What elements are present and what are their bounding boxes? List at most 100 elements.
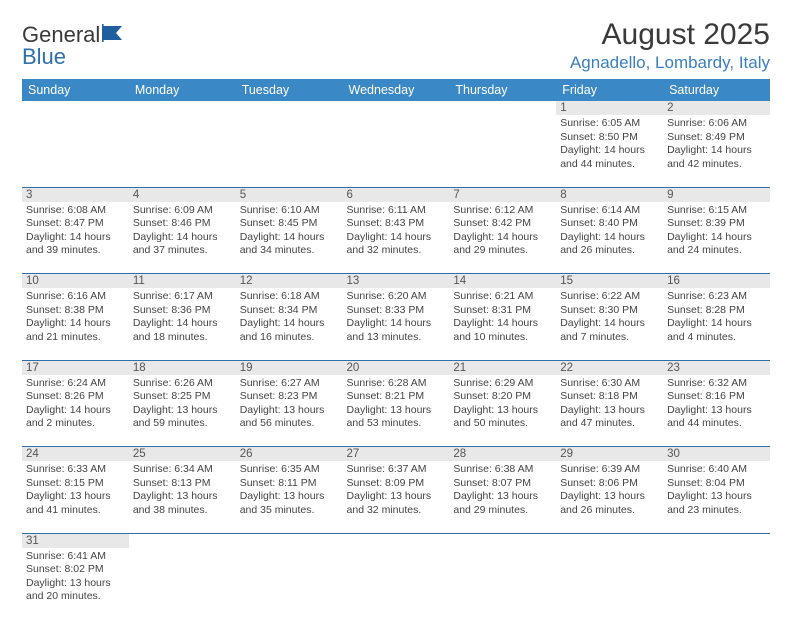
day-number-cell: 21 [449, 360, 556, 375]
day-number-cell [129, 533, 236, 548]
day-details: Sunrise: 6:22 AMSunset: 8:30 PMDaylight:… [560, 290, 659, 345]
day-number-row: 10111213141516 [22, 274, 770, 289]
day-details: Sunrise: 6:12 AMSunset: 8:42 PMDaylight:… [453, 204, 552, 259]
day-number-cell: 19 [236, 360, 343, 375]
calendar-week-row: Sunrise: 6:16 AMSunset: 8:38 PMDaylight:… [22, 288, 770, 360]
day-number-cell [663, 533, 770, 548]
day-details: Sunrise: 6:06 AMSunset: 8:49 PMDaylight:… [667, 117, 766, 172]
calendar-day-cell [236, 548, 343, 620]
calendar-day-cell [22, 115, 129, 187]
day-details: Sunrise: 6:08 AMSunset: 8:47 PMDaylight:… [26, 204, 125, 259]
calendar-day-cell: Sunrise: 6:11 AMSunset: 8:43 PMDaylight:… [343, 202, 450, 274]
day-number-row: 17181920212223 [22, 360, 770, 375]
calendar-day-cell [236, 115, 343, 187]
day-number-cell: 27 [343, 447, 450, 462]
weekday-header: Thursday [449, 79, 556, 101]
day-number-row: 12 [22, 101, 770, 115]
brand-logo: General Blue [22, 24, 124, 68]
calendar-day-cell: Sunrise: 6:17 AMSunset: 8:36 PMDaylight:… [129, 288, 236, 360]
day-details: Sunrise: 6:37 AMSunset: 8:09 PMDaylight:… [347, 463, 446, 518]
day-details: Sunrise: 6:27 AMSunset: 8:23 PMDaylight:… [240, 377, 339, 432]
calendar-day-cell: Sunrise: 6:09 AMSunset: 8:46 PMDaylight:… [129, 202, 236, 274]
day-number-cell: 20 [343, 360, 450, 375]
day-number-cell: 29 [556, 447, 663, 462]
calendar-day-cell: Sunrise: 6:30 AMSunset: 8:18 PMDaylight:… [556, 375, 663, 447]
calendar-day-cell: Sunrise: 6:20 AMSunset: 8:33 PMDaylight:… [343, 288, 450, 360]
calendar-day-cell: Sunrise: 6:23 AMSunset: 8:28 PMDaylight:… [663, 288, 770, 360]
calendar-day-cell: Sunrise: 6:24 AMSunset: 8:26 PMDaylight:… [22, 375, 129, 447]
day-details: Sunrise: 6:40 AMSunset: 8:04 PMDaylight:… [667, 463, 766, 518]
day-number-cell [129, 101, 236, 115]
calendar-day-cell [343, 548, 450, 620]
calendar-day-cell: Sunrise: 6:15 AMSunset: 8:39 PMDaylight:… [663, 202, 770, 274]
day-details: Sunrise: 6:11 AMSunset: 8:43 PMDaylight:… [347, 204, 446, 259]
day-number-cell [449, 533, 556, 548]
weekday-header: Saturday [663, 79, 770, 101]
day-details: Sunrise: 6:26 AMSunset: 8:25 PMDaylight:… [133, 377, 232, 432]
day-number-cell: 7 [449, 187, 556, 202]
day-number-cell: 23 [663, 360, 770, 375]
location-subtitle: Agnadello, Lombardy, Italy [570, 53, 770, 73]
day-number-cell: 26 [236, 447, 343, 462]
day-number-cell [449, 101, 556, 115]
calendar-day-cell [556, 548, 663, 620]
calendar-day-cell: Sunrise: 6:08 AMSunset: 8:47 PMDaylight:… [22, 202, 129, 274]
day-number-cell: 3 [22, 187, 129, 202]
day-number-cell: 22 [556, 360, 663, 375]
calendar-day-cell: Sunrise: 6:26 AMSunset: 8:25 PMDaylight:… [129, 375, 236, 447]
calendar-day-cell: Sunrise: 6:05 AMSunset: 8:50 PMDaylight:… [556, 115, 663, 187]
calendar-day-cell: Sunrise: 6:37 AMSunset: 8:09 PMDaylight:… [343, 461, 450, 533]
day-number-row: 31 [22, 533, 770, 548]
calendar-day-cell: Sunrise: 6:35 AMSunset: 8:11 PMDaylight:… [236, 461, 343, 533]
day-number-cell [22, 101, 129, 115]
calendar-week-row: Sunrise: 6:24 AMSunset: 8:26 PMDaylight:… [22, 375, 770, 447]
calendar-day-cell [129, 548, 236, 620]
day-number-cell: 25 [129, 447, 236, 462]
day-details: Sunrise: 6:10 AMSunset: 8:45 PMDaylight:… [240, 204, 339, 259]
day-number-cell: 14 [449, 274, 556, 289]
day-details: Sunrise: 6:05 AMSunset: 8:50 PMDaylight:… [560, 117, 659, 172]
day-details: Sunrise: 6:29 AMSunset: 8:20 PMDaylight:… [453, 377, 552, 432]
day-number-cell: 24 [22, 447, 129, 462]
calendar-day-cell [343, 115, 450, 187]
day-number-cell: 18 [129, 360, 236, 375]
day-details: Sunrise: 6:41 AMSunset: 8:02 PMDaylight:… [26, 550, 125, 605]
day-details: Sunrise: 6:18 AMSunset: 8:34 PMDaylight:… [240, 290, 339, 345]
day-number-cell: 10 [22, 274, 129, 289]
calendar-day-cell [449, 548, 556, 620]
day-number-cell: 12 [236, 274, 343, 289]
day-details: Sunrise: 6:39 AMSunset: 8:06 PMDaylight:… [560, 463, 659, 518]
day-details: Sunrise: 6:38 AMSunset: 8:07 PMDaylight:… [453, 463, 552, 518]
day-number-cell: 5 [236, 187, 343, 202]
day-details: Sunrise: 6:20 AMSunset: 8:33 PMDaylight:… [347, 290, 446, 345]
day-number-row: 24252627282930 [22, 447, 770, 462]
calendar-week-row: Sunrise: 6:41 AMSunset: 8:02 PMDaylight:… [22, 548, 770, 620]
day-details: Sunrise: 6:16 AMSunset: 8:38 PMDaylight:… [26, 290, 125, 345]
day-number-cell: 30 [663, 447, 770, 462]
calendar-day-cell: Sunrise: 6:10 AMSunset: 8:45 PMDaylight:… [236, 202, 343, 274]
weekday-header: Tuesday [236, 79, 343, 101]
day-number-cell: 2 [663, 101, 770, 115]
calendar-day-cell: Sunrise: 6:29 AMSunset: 8:20 PMDaylight:… [449, 375, 556, 447]
calendar-day-cell: Sunrise: 6:39 AMSunset: 8:06 PMDaylight:… [556, 461, 663, 533]
day-details: Sunrise: 6:23 AMSunset: 8:28 PMDaylight:… [667, 290, 766, 345]
day-number-cell: 11 [129, 274, 236, 289]
day-details: Sunrise: 6:30 AMSunset: 8:18 PMDaylight:… [560, 377, 659, 432]
weekday-header: Monday [129, 79, 236, 101]
day-details: Sunrise: 6:35 AMSunset: 8:11 PMDaylight:… [240, 463, 339, 518]
day-number-row: 3456789 [22, 187, 770, 202]
weekday-header: Sunday [22, 79, 129, 101]
day-number-cell [343, 101, 450, 115]
day-number-cell: 8 [556, 187, 663, 202]
weekday-header: Friday [556, 79, 663, 101]
day-number-cell: 17 [22, 360, 129, 375]
calendar-day-cell [129, 115, 236, 187]
day-number-cell: 15 [556, 274, 663, 289]
calendar-week-row: Sunrise: 6:33 AMSunset: 8:15 PMDaylight:… [22, 461, 770, 533]
day-number-cell [343, 533, 450, 548]
day-number-cell: 31 [22, 533, 129, 548]
day-number-cell [556, 533, 663, 548]
calendar-day-cell: Sunrise: 6:21 AMSunset: 8:31 PMDaylight:… [449, 288, 556, 360]
day-details: Sunrise: 6:32 AMSunset: 8:16 PMDaylight:… [667, 377, 766, 432]
day-details: Sunrise: 6:33 AMSunset: 8:15 PMDaylight:… [26, 463, 125, 518]
